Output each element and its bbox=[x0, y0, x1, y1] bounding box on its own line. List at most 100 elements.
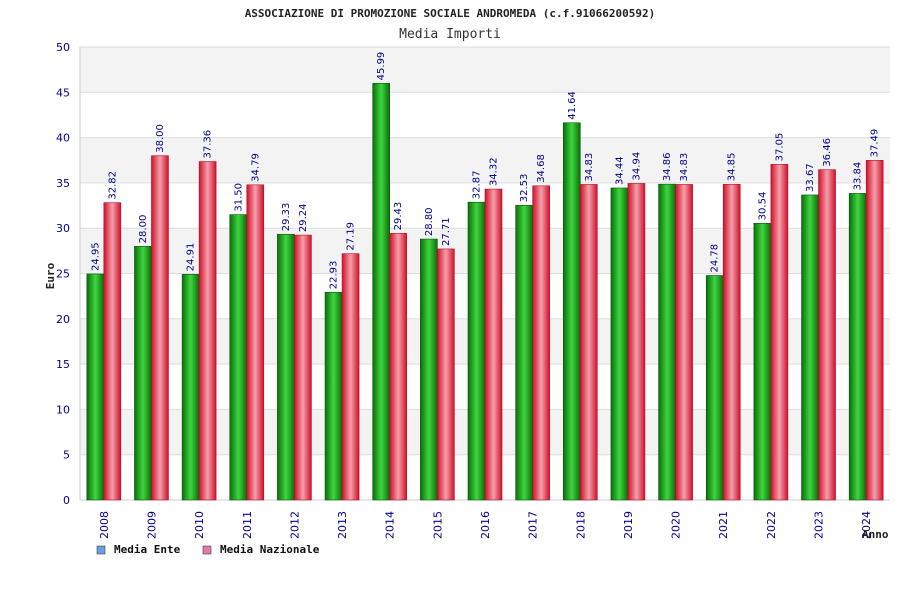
y-tick-label: 5 bbox=[63, 449, 70, 462]
data-label: 22.93 bbox=[329, 261, 340, 290]
data-label: 37.36 bbox=[203, 130, 214, 159]
data-label: 37.05 bbox=[774, 133, 785, 162]
bar-media-nazionale-2018 bbox=[579, 184, 598, 501]
legend: Media Ente Media Nazionale bbox=[96, 543, 320, 556]
bar-media-ente-2010 bbox=[181, 274, 200, 501]
data-label: 34.83 bbox=[584, 153, 595, 182]
data-label: 33.67 bbox=[805, 163, 816, 192]
y-tick-label: 25 bbox=[56, 268, 70, 281]
y-axis-label: Euro bbox=[44, 262, 57, 289]
y-tick-label: 35 bbox=[56, 177, 70, 190]
data-label: 33.84 bbox=[853, 162, 864, 191]
legend-swatch-media-ente bbox=[96, 545, 106, 555]
y-tick-label: 30 bbox=[56, 222, 70, 235]
bar-media-ente-2011 bbox=[229, 214, 248, 501]
x-tick-label: 2019 bbox=[622, 511, 635, 539]
data-label: 28.00 bbox=[138, 215, 149, 244]
data-label: 32.82 bbox=[107, 171, 118, 200]
bar-media-nazionale-2019 bbox=[627, 183, 646, 501]
x-tick-label: 2021 bbox=[717, 511, 730, 539]
x-tick-label: 2010 bbox=[193, 511, 206, 539]
y-tick-label: 10 bbox=[56, 403, 70, 416]
plot-band bbox=[80, 92, 890, 138]
data-label: 24.91 bbox=[186, 243, 197, 272]
bar-media-nazionale-2010 bbox=[198, 161, 217, 501]
chart-subtitle: Media Importi bbox=[399, 27, 501, 42]
y-tick-label: 15 bbox=[56, 358, 70, 371]
bar-media-ente-2019 bbox=[610, 187, 629, 501]
y-tick-label: 0 bbox=[63, 494, 70, 507]
x-tick-label: 2023 bbox=[813, 511, 826, 539]
data-label: 34.94 bbox=[631, 152, 642, 181]
x-axis-ticks: 2008 2009 2010 2011 2012 2013 2014 2015 2016 2017… bbox=[98, 511, 873, 539]
y-tick-label: 20 bbox=[56, 313, 70, 326]
data-label: 38.00 bbox=[155, 124, 166, 153]
data-label: 36.46 bbox=[822, 138, 833, 167]
x-tick-label: 2009 bbox=[145, 511, 158, 539]
data-label: 34.79 bbox=[250, 153, 261, 182]
bar-media-nazionale-2022 bbox=[770, 164, 789, 501]
bar-media-ente-2008 bbox=[86, 273, 105, 501]
data-label: 32.87 bbox=[472, 171, 483, 200]
bar-media-ente-2023 bbox=[801, 194, 819, 501]
bar-media-ente-2012 bbox=[277, 233, 295, 501]
bar-media-ente-2022 bbox=[753, 223, 772, 501]
data-label: 27.19 bbox=[346, 222, 357, 251]
bar-media-ente-2015 bbox=[420, 238, 438, 501]
bar-media-ente-2018 bbox=[562, 122, 581, 501]
legend-label-media-nazionale: Media Nazionale bbox=[220, 543, 320, 556]
bar-media-nazionale-2023 bbox=[818, 169, 836, 501]
bar-media-ente-2016 bbox=[467, 201, 486, 501]
x-tick-label: 2008 bbox=[98, 511, 111, 539]
data-label: 41.64 bbox=[567, 91, 578, 120]
bar-media-nazionale-2016 bbox=[484, 188, 503, 501]
plot-band bbox=[80, 47, 890, 93]
data-label: 34.83 bbox=[679, 153, 690, 182]
data-label: 31.50 bbox=[233, 183, 244, 212]
data-label: 45.99 bbox=[376, 52, 387, 81]
y-axis-ticks: 0 5 10 15 20 25 30 35 40 45 50 bbox=[56, 41, 70, 507]
bar-media-nazionale-2011 bbox=[246, 184, 265, 501]
data-label: 28.80 bbox=[424, 207, 435, 236]
bar-media-nazionale-2017 bbox=[532, 185, 550, 501]
bar-media-ente-2021 bbox=[705, 275, 724, 501]
bar-media-nazionale-2008 bbox=[103, 202, 122, 501]
bar-media-nazionale-2009 bbox=[151, 155, 169, 501]
chart-title: ASSOCIAZIONE DI PROMOZIONE SOCIALE ANDRO… bbox=[245, 7, 656, 20]
y-tick-label: 40 bbox=[56, 132, 70, 145]
data-label: 27.71 bbox=[441, 217, 452, 246]
x-tick-label: 2024 bbox=[860, 511, 873, 539]
data-label: 34.86 bbox=[662, 153, 673, 182]
bar-media-nazionale-2015 bbox=[437, 248, 455, 501]
x-tick-label: 2016 bbox=[479, 511, 492, 539]
data-label: 29.33 bbox=[281, 203, 292, 232]
x-tick-label: 2014 bbox=[384, 511, 397, 539]
data-label: 34.44 bbox=[614, 156, 625, 185]
data-label: 30.54 bbox=[757, 192, 768, 221]
bar-media-ente-2013 bbox=[324, 291, 343, 501]
data-label: 24.78 bbox=[710, 244, 721, 273]
x-tick-label: 2015 bbox=[431, 511, 444, 539]
bar-media-nazionale-2024 bbox=[865, 160, 884, 501]
data-label: 29.43 bbox=[393, 202, 404, 231]
bar-media-nazionale-2012 bbox=[294, 234, 312, 501]
x-tick-label: 2020 bbox=[670, 511, 683, 539]
legend-label-media-ente: Media Ente bbox=[114, 543, 181, 556]
bar-media-ente-2009 bbox=[134, 246, 152, 501]
x-tick-label: 2017 bbox=[527, 511, 540, 539]
x-axis-label: Anno bbox=[862, 528, 889, 541]
x-tick-label: 2018 bbox=[574, 511, 587, 539]
bars: 24.95 32.82 28.00 38.00 24.91 37.36 31.50 34.79… bbox=[86, 52, 884, 501]
x-tick-label: 2011 bbox=[241, 511, 254, 539]
x-tick-label: 2022 bbox=[765, 511, 778, 539]
data-label: 29.24 bbox=[298, 203, 309, 232]
bar-media-ente-2024 bbox=[848, 193, 867, 501]
legend-swatch-media-nazionale bbox=[202, 545, 212, 555]
x-tick-label: 2012 bbox=[288, 511, 301, 539]
bar-media-nazionale-2020 bbox=[675, 184, 693, 501]
bar-media-ente-2017 bbox=[515, 204, 533, 501]
data-label: 32.53 bbox=[519, 174, 530, 203]
data-label: 34.85 bbox=[727, 153, 738, 182]
y-tick-label: 45 bbox=[56, 86, 70, 99]
